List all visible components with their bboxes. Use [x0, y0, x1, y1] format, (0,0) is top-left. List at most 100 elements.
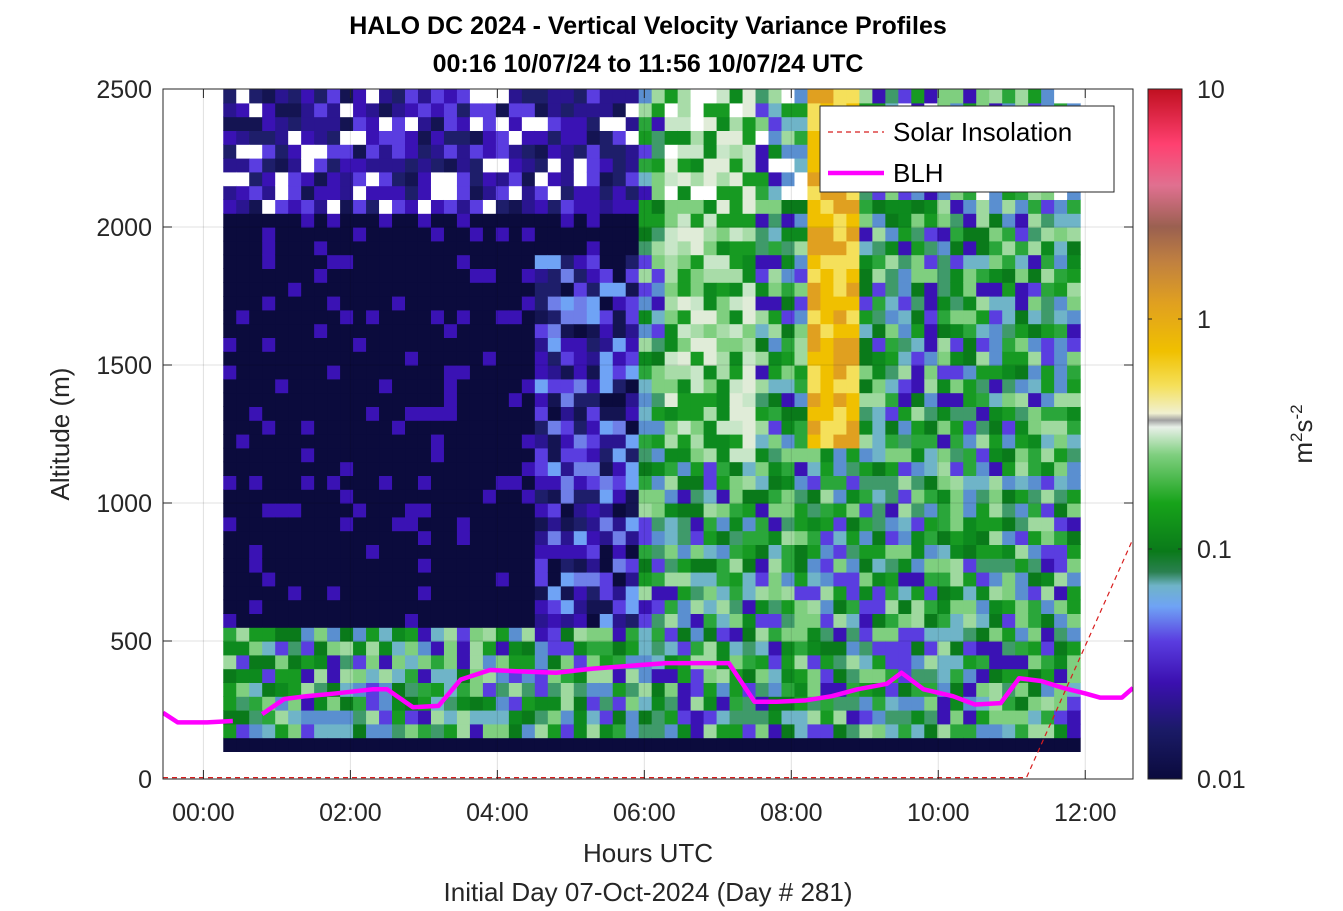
heatmap-cell — [898, 351, 912, 366]
heatmap-cell — [1002, 89, 1016, 104]
heatmap-cell — [833, 254, 848, 269]
heatmap-cell — [236, 627, 250, 642]
heatmap-cell — [625, 296, 640, 311]
heatmap-cell — [742, 558, 757, 573]
heatmap-cell — [249, 171, 263, 187]
heatmap-cell — [573, 544, 588, 559]
heatmap-cell — [807, 240, 822, 256]
heatmap-cell — [301, 351, 315, 366]
heatmap-cell — [405, 516, 419, 532]
heatmap-cell — [366, 530, 380, 545]
heatmap-cell — [1054, 337, 1068, 352]
heatmap-cell — [807, 254, 822, 269]
heatmap-cell — [1028, 737, 1042, 752]
heatmap-cell — [1054, 668, 1068, 683]
heatmap-cell — [950, 572, 964, 587]
heatmap-cell — [573, 516, 588, 532]
heatmap-cell — [703, 737, 718, 752]
heatmap-cell — [547, 392, 562, 407]
heatmap-cell — [560, 503, 575, 518]
heatmap-cell — [534, 475, 549, 490]
heatmap-cell — [768, 102, 783, 118]
heatmap-cell — [495, 268, 510, 283]
heatmap-cell — [1028, 199, 1042, 214]
heatmap-cell — [469, 282, 484, 297]
heatmap-cell — [742, 475, 757, 490]
heatmap-cell — [898, 723, 912, 739]
heatmap-cell — [716, 461, 731, 476]
heatmap-cell — [262, 503, 276, 518]
heatmap-cell — [729, 309, 744, 325]
heatmap-cell — [353, 158, 367, 173]
heatmap-cell — [340, 558, 354, 573]
heatmap-cell — [1002, 199, 1016, 214]
heatmap-cell — [366, 420, 380, 435]
heatmap-cell — [638, 392, 653, 407]
heatmap-cell — [314, 696, 328, 711]
heatmap-cell — [664, 737, 679, 752]
heatmap-cell — [833, 503, 848, 518]
heatmap-cell — [573, 337, 588, 352]
heatmap-cell — [729, 585, 744, 601]
heatmap-cell — [301, 282, 315, 297]
heatmap-cell — [405, 530, 419, 545]
heatmap-cell — [599, 337, 614, 352]
heatmap-cell — [768, 420, 783, 435]
heatmap-cell — [625, 102, 640, 118]
heatmap-cell — [651, 641, 666, 656]
heatmap-cell — [1054, 558, 1068, 573]
heatmap-cell — [677, 627, 692, 642]
heatmap-cell — [521, 268, 536, 283]
heatmap-cell — [495, 599, 510, 614]
heatmap-cell — [417, 116, 432, 131]
heatmap-cell — [1015, 613, 1029, 628]
heatmap-cell — [417, 296, 432, 311]
heatmap-cell — [755, 213, 770, 228]
heatmap-cell — [664, 213, 679, 228]
heatmap-cell — [521, 710, 536, 725]
heatmap-cell — [482, 227, 497, 242]
heatmap-cell — [586, 668, 601, 683]
heatmap-cell — [1041, 737, 1055, 752]
heatmap-cell — [249, 558, 263, 573]
heatmap-cell — [872, 282, 886, 297]
heatmap-cell — [392, 392, 406, 407]
heatmap-cell — [742, 89, 757, 104]
legend: Solar Insolation BLH — [819, 105, 1115, 193]
heatmap-cell — [275, 282, 289, 297]
heatmap-cell — [729, 406, 744, 421]
heatmap-cell — [963, 530, 977, 545]
heatmap-cell — [1067, 268, 1081, 283]
heatmap-cell — [716, 696, 731, 711]
heatmap-cell — [560, 710, 575, 725]
heatmap-cell — [560, 378, 575, 394]
heatmap-cell — [340, 572, 354, 587]
heatmap-cell — [1015, 572, 1029, 587]
heatmap-cell — [781, 682, 796, 697]
heatmap-cell — [742, 158, 757, 173]
heatmap-cell — [768, 227, 783, 242]
heatmap-cell — [379, 185, 393, 200]
heatmap-cell — [846, 406, 860, 421]
heatmap-cell — [625, 558, 640, 573]
heatmap-cell — [807, 185, 822, 200]
heatmap-cell — [651, 213, 666, 228]
heatmap-cell — [716, 171, 731, 187]
heatmap-cell — [430, 447, 445, 463]
heatmap-cell — [625, 710, 640, 725]
heatmap-cell — [443, 572, 458, 587]
heatmap-cell — [1028, 406, 1042, 421]
heatmap-cell — [534, 185, 549, 200]
heatmap-cell — [859, 489, 873, 504]
heatmap-cell — [482, 378, 497, 394]
heatmap-cell — [859, 572, 873, 587]
heatmap-cell — [612, 475, 627, 490]
heatmap-cell — [405, 185, 419, 200]
heatmap-cell — [963, 447, 977, 463]
heatmap-cell — [833, 516, 848, 532]
heatmap-cell — [950, 282, 964, 297]
heatmap-cell — [729, 434, 744, 449]
heatmap-cell — [976, 268, 990, 283]
heatmap-cell — [456, 199, 471, 214]
heatmap-cell — [612, 585, 627, 601]
